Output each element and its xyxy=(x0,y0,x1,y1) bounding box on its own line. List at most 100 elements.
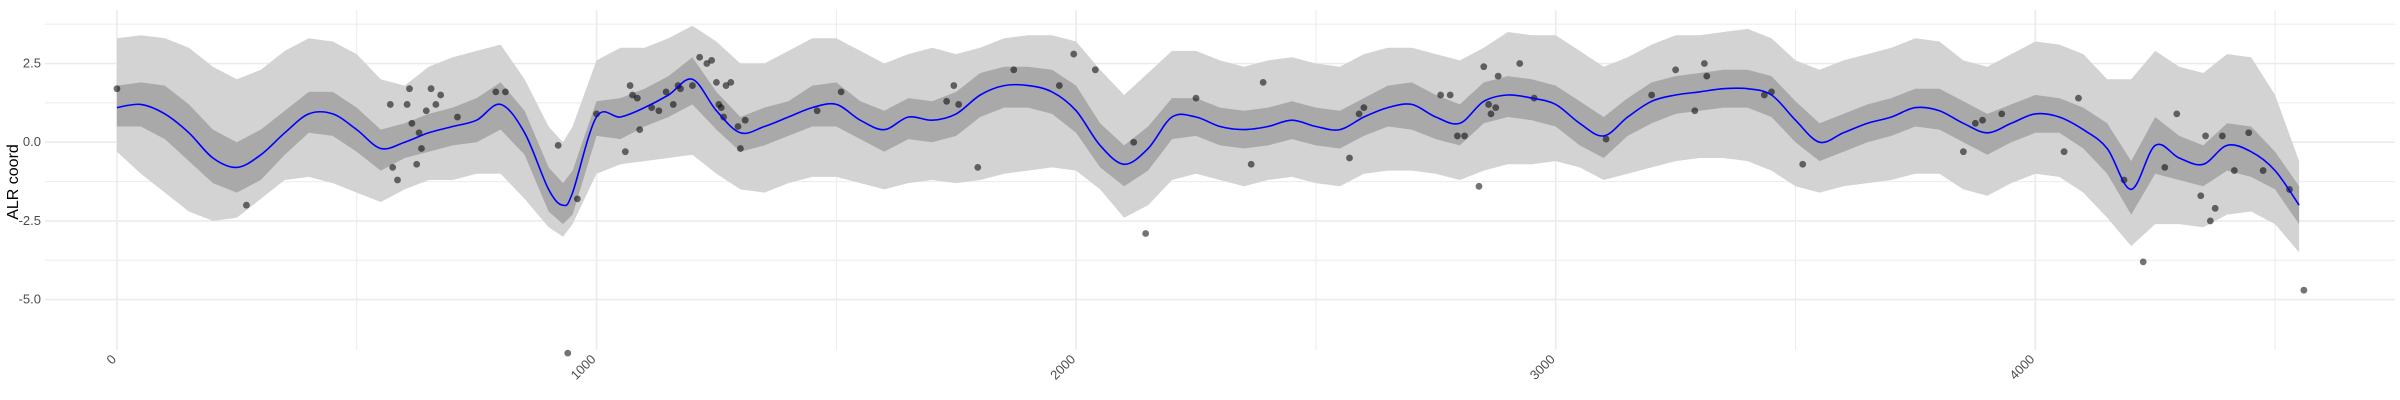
fitted-line-path xyxy=(116,78,2300,207)
x-axis-ticks: 0 1000 2000 3000 4000 xyxy=(103,352,2037,383)
data-point xyxy=(1703,72,1711,80)
data-point xyxy=(950,82,958,89)
data-point xyxy=(943,97,951,105)
x-tick-label: 4000 xyxy=(2006,352,2037,383)
data-point xyxy=(554,141,562,149)
data-point xyxy=(1494,72,1502,80)
data-point xyxy=(1091,66,1099,74)
data-point xyxy=(1485,101,1492,108)
data-point xyxy=(413,160,421,168)
data-point xyxy=(573,195,581,203)
data-point xyxy=(720,113,728,121)
data-point xyxy=(113,85,121,93)
data-point xyxy=(741,116,749,124)
data-point xyxy=(621,148,629,156)
data-point xyxy=(1461,132,1468,140)
data-point xyxy=(1360,104,1368,111)
data-point xyxy=(427,85,435,93)
data-point xyxy=(1453,132,1461,140)
data-point xyxy=(1130,138,1138,146)
data-point xyxy=(2206,217,2214,225)
data-point xyxy=(403,101,411,108)
data-point xyxy=(629,91,636,99)
data-point xyxy=(1055,82,1063,89)
data-point xyxy=(1700,60,1708,67)
x-tick-label: 1000 xyxy=(568,352,599,383)
data-point xyxy=(1998,110,2006,118)
data-point xyxy=(2173,110,2181,118)
data-point xyxy=(2300,286,2308,294)
data-point xyxy=(1516,60,1524,67)
data-point xyxy=(1475,182,1483,190)
x-tick-label: 0 xyxy=(103,352,119,368)
y-tick-label: 0.0 xyxy=(23,134,41,149)
data-point xyxy=(636,126,644,134)
data-point xyxy=(2230,167,2238,174)
data-point xyxy=(655,107,663,115)
x-tick-label: 2000 xyxy=(1047,352,1078,383)
data-point xyxy=(2197,192,2205,200)
data-point xyxy=(1192,94,1200,102)
data-point xyxy=(955,101,963,108)
data-point xyxy=(2060,148,2068,156)
data-point xyxy=(2218,132,2226,140)
data-point xyxy=(837,88,845,96)
data-point xyxy=(633,94,641,102)
data-point xyxy=(708,56,716,64)
data-point xyxy=(1437,91,1445,99)
x-tick-label: 3000 xyxy=(1527,352,1558,383)
data-point xyxy=(243,201,250,209)
data-point xyxy=(737,145,744,152)
data-point xyxy=(1492,104,1500,111)
data-point xyxy=(1672,66,1680,74)
data-point xyxy=(689,82,696,89)
data-point xyxy=(437,91,445,99)
data-point xyxy=(1142,230,1150,237)
data-point xyxy=(669,101,677,108)
data-point xyxy=(386,101,394,108)
data-point xyxy=(1959,148,1967,156)
data-point xyxy=(2139,258,2147,266)
data-point xyxy=(1648,91,1656,99)
data-point xyxy=(2259,167,2267,174)
data-point xyxy=(492,88,500,96)
data-point xyxy=(1799,160,1807,168)
y-axis-title: ALR coord xyxy=(5,144,22,220)
data-point xyxy=(2245,129,2253,137)
data-point xyxy=(662,88,670,96)
data-point xyxy=(1010,66,1018,74)
data-point xyxy=(1487,110,1495,118)
data-point xyxy=(813,107,821,115)
data-point xyxy=(1602,135,1610,143)
data-point xyxy=(408,119,416,127)
data-point xyxy=(1480,63,1488,71)
data-point xyxy=(727,79,735,86)
y-axis-ticks: -5.0 -2.5 0.0 2.5 xyxy=(19,56,41,307)
data-point xyxy=(974,164,982,171)
data-point xyxy=(1070,50,1078,58)
y-tick-label: 2.5 xyxy=(23,56,41,71)
data-point xyxy=(564,349,572,357)
data-point xyxy=(713,79,720,86)
data-point xyxy=(1259,79,1267,86)
data-point xyxy=(1247,160,1255,168)
y-tick-label: -5.0 xyxy=(19,292,41,307)
fitted-line xyxy=(116,78,2300,207)
data-point xyxy=(717,104,725,111)
data-point xyxy=(389,164,397,171)
data-point xyxy=(454,113,461,121)
data-points xyxy=(113,50,2308,357)
data-point xyxy=(2211,204,2219,212)
data-point xyxy=(1446,91,1454,99)
data-point xyxy=(1691,107,1699,115)
data-point xyxy=(2075,94,2082,102)
data-point xyxy=(1346,154,1353,162)
data-point xyxy=(422,107,430,115)
data-point xyxy=(432,101,440,108)
data-point xyxy=(2161,164,2169,171)
data-point xyxy=(394,176,401,184)
data-point xyxy=(1979,116,1986,124)
data-point xyxy=(1760,91,1768,99)
data-point xyxy=(1971,119,1979,127)
data-point xyxy=(722,82,730,89)
